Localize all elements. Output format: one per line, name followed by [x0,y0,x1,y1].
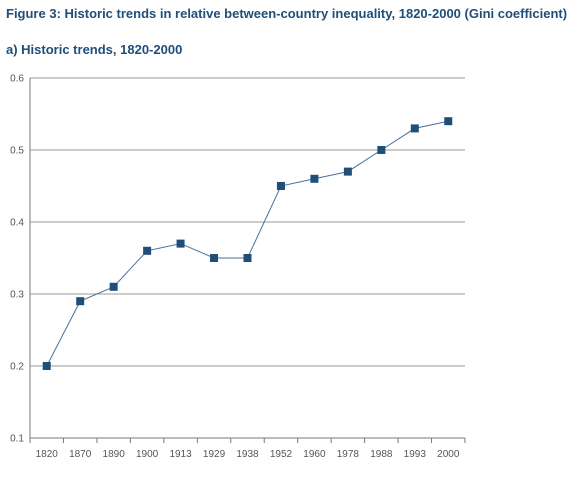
data-point [243,254,252,262]
data-point [343,167,352,176]
y-tick-label: 0.5 [10,146,24,157]
x-tick-label: 1900 [136,449,159,460]
data-point [210,254,219,262]
data-point [109,282,118,291]
x-tick-label: 1870 [69,449,92,460]
axes [29,78,465,439]
data-point [42,362,51,370]
series-line [46,120,449,367]
x-tick-label: 1978 [337,449,360,460]
x-tick-label: 1938 [236,449,259,460]
y-tick-label: 0.4 [10,218,24,229]
y-tick-label: 0.2 [10,362,24,373]
x-tick-label: 1890 [103,449,126,460]
data-point [444,117,453,126]
y-tick-label: 0.6 [10,74,24,85]
x-tick-label: 1988 [370,449,393,460]
chart-subtitle: a) Historic trends, 1820-2000 [6,42,183,57]
figure-title: Figure 3: Historic trends in relative be… [6,6,568,21]
series [42,117,453,370]
data-point [410,124,419,133]
x-tick-label: 1993 [404,449,427,460]
data-point [377,146,386,154]
data-point [276,182,285,190]
x-tick-label: 1820 [36,449,59,460]
x-tick-label: 1952 [270,449,293,460]
x-tick-label: 1929 [203,449,226,460]
y-tick-label: 0.1 [10,434,24,445]
x-tick-label: 1960 [303,449,326,460]
y-axis-ticks: 0.1 0.2 0.3 0.4 0.5 0.6 [10,74,24,445]
data-point [76,297,85,306]
y-tick-label: 0.3 [10,290,24,301]
x-tick-label: 2000 [437,449,460,460]
data-point [143,246,152,255]
x-axis-ticks: 1820 1870 1890 1900 1913 1929 1938 1952 1960 1978… [29,438,466,460]
data-point [310,174,319,183]
x-tick-label: 1913 [169,449,192,460]
grid-lines [30,77,465,367]
data-point [176,239,185,248]
